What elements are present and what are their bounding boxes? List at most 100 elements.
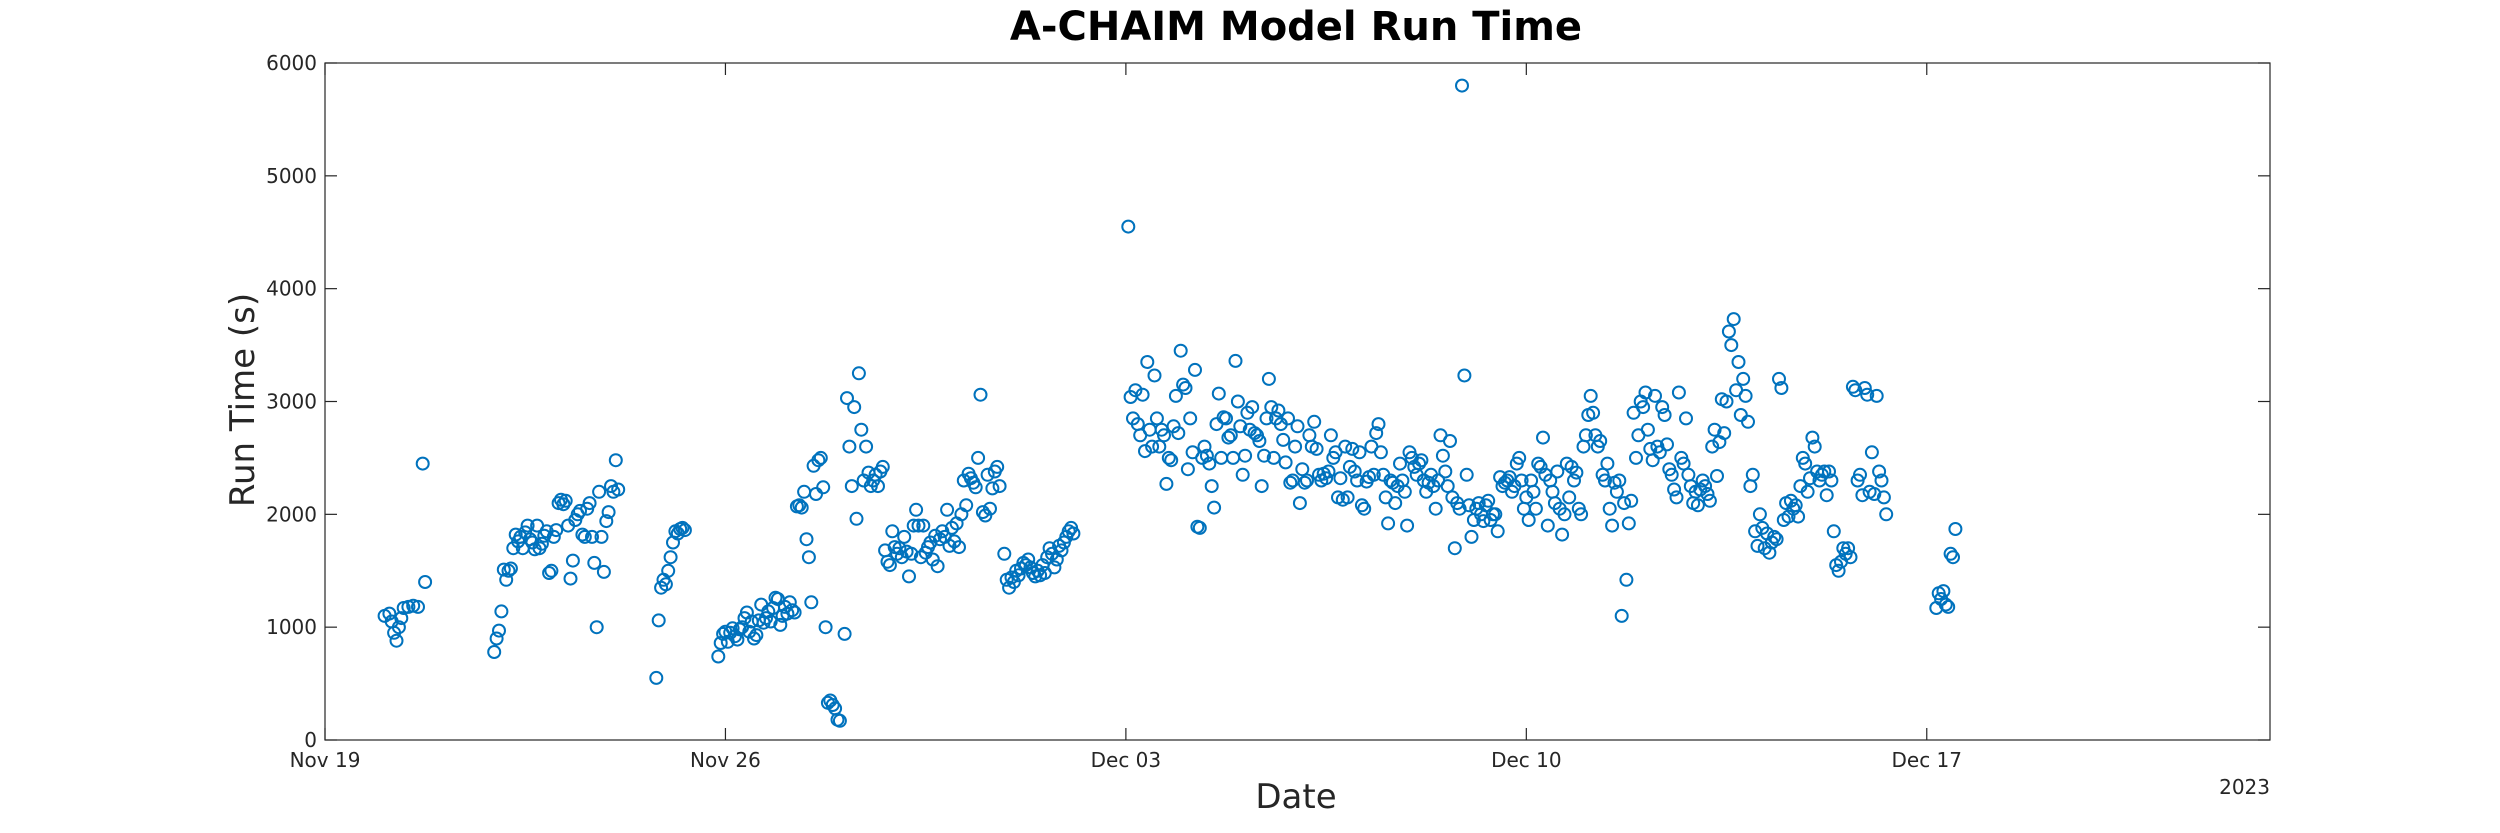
data-point	[1309, 441, 1324, 456]
data-point	[1679, 411, 1693, 426]
data-point	[985, 481, 1000, 496]
x-tick-label: Dec 10	[1491, 748, 1562, 772]
data-point	[1769, 532, 1784, 547]
data-point	[904, 546, 919, 561]
data-point	[1562, 490, 1577, 505]
data-point	[1726, 312, 1741, 327]
data-point	[1176, 377, 1191, 392]
data-point	[1142, 422, 1157, 437]
data-point	[1300, 473, 1314, 488]
data-point	[1843, 550, 1858, 565]
data-point	[1745, 467, 1760, 482]
data-point	[1490, 524, 1505, 539]
y-axis-title: Run Time (s)	[223, 293, 263, 507]
data-point	[1681, 467, 1696, 482]
data-point	[801, 550, 816, 565]
data-point	[1741, 414, 1755, 429]
data-point	[1874, 473, 1889, 488]
data-point	[1857, 381, 1872, 395]
data-point	[592, 484, 607, 499]
data-point	[1276, 432, 1291, 447]
data-point	[1168, 388, 1183, 403]
data-point	[849, 511, 864, 526]
data-point	[1545, 484, 1560, 499]
data-point	[1342, 459, 1357, 474]
data-point	[1140, 355, 1155, 369]
axes-frame	[324, 62, 2271, 741]
data-point	[611, 482, 626, 497]
data-point	[794, 500, 809, 515]
data-point	[1593, 434, 1608, 448]
data-point	[1841, 541, 1856, 556]
data-point	[499, 572, 514, 587]
data-point	[909, 502, 924, 517]
data-point	[1400, 518, 1415, 533]
data-point	[601, 505, 616, 520]
data-point	[1438, 464, 1453, 479]
data-point	[661, 563, 676, 578]
data-point	[902, 569, 916, 584]
data-point	[1707, 422, 1722, 437]
data-point	[859, 439, 874, 454]
data-point	[1636, 400, 1651, 415]
data-point	[1266, 450, 1281, 465]
data-point	[1619, 572, 1634, 587]
data-point	[1230, 394, 1245, 409]
data-point	[1698, 479, 1713, 494]
data-point	[1307, 414, 1322, 429]
data-point	[787, 605, 802, 620]
data-point	[730, 632, 745, 647]
data-point	[1161, 450, 1176, 465]
data-point	[587, 555, 602, 570]
data-point	[542, 566, 557, 580]
data-point	[1531, 456, 1546, 471]
data-point	[534, 536, 549, 551]
data-point	[725, 621, 740, 636]
data-point	[1366, 467, 1381, 482]
data-point	[1373, 445, 1388, 460]
data-point	[1710, 469, 1724, 483]
data-point	[1605, 518, 1620, 533]
data-point	[1638, 385, 1653, 400]
y-tick-label: 6000	[266, 51, 317, 75]
data-point	[563, 571, 578, 586]
data-point	[882, 558, 897, 573]
data-point	[1657, 408, 1672, 422]
data-point	[1147, 368, 1162, 383]
data-point	[411, 599, 425, 614]
data-point	[1221, 430, 1236, 445]
data-point	[763, 614, 778, 629]
data-point	[990, 459, 1005, 474]
data-point	[577, 529, 592, 544]
data-point	[854, 422, 869, 437]
data-point	[1826, 524, 1841, 539]
data-point	[494, 604, 509, 619]
data-point	[1528, 501, 1543, 516]
data-point	[1660, 437, 1674, 452]
data-point	[1414, 453, 1429, 468]
data-point	[1021, 552, 1036, 567]
data-point	[840, 391, 854, 406]
data-point	[799, 532, 814, 547]
data-point	[1323, 428, 1338, 443]
data-point	[1574, 507, 1589, 522]
data-point	[1228, 353, 1243, 368]
data-point	[880, 554, 895, 569]
data-point	[875, 459, 890, 474]
data-point	[1257, 448, 1272, 463]
data-point	[575, 527, 590, 542]
data-point	[1188, 362, 1202, 377]
data-point	[1278, 455, 1293, 470]
data-point	[1447, 541, 1462, 556]
data-point	[959, 498, 974, 513]
data-point	[1736, 371, 1751, 386]
data-point	[1214, 450, 1229, 465]
data-point	[589, 620, 604, 635]
data-point	[1054, 543, 1069, 558]
data-point	[520, 518, 535, 533]
data-point	[1640, 422, 1655, 437]
data-point	[754, 597, 769, 612]
data-point	[596, 564, 611, 579]
data-point	[825, 698, 840, 712]
data-point	[1731, 355, 1746, 369]
